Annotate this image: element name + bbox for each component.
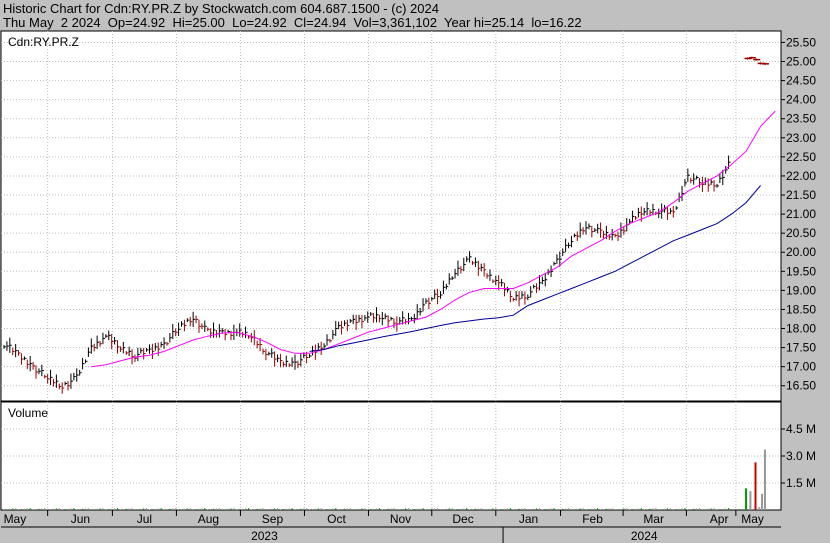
price-panel-title: Cdn:RY.PR.Z <box>8 35 79 49</box>
volume-bar <box>761 493 764 510</box>
volume-bar <box>749 491 752 510</box>
price-y-tick-label: 19.00 <box>786 283 816 297</box>
volume-y-axis: 1.5 M 3.0 M 4.5 M <box>781 422 816 490</box>
price-y-tick-label: 24.50 <box>786 74 816 88</box>
moving-average-lines <box>91 110 776 368</box>
month-label: Sep <box>262 512 284 526</box>
price-y-tick-label: 19.50 <box>786 264 816 278</box>
month-label: Jan <box>519 512 538 526</box>
price-y-tick-label: 21.50 <box>786 188 816 202</box>
price-y-tick-label: 25.50 <box>786 35 816 49</box>
month-label: Oct <box>327 512 346 526</box>
volume-y-tick-label: 3.0 M <box>786 449 816 463</box>
month-label: Jul <box>137 512 152 526</box>
price-y-tick-label: 23.50 <box>786 112 816 126</box>
year-label: 2023 <box>251 529 278 543</box>
volume-y-tick-label: 4.5 M <box>786 422 816 436</box>
price-y-tick-label: 21.00 <box>786 207 816 221</box>
month-label: May <box>4 512 27 526</box>
volume-grid <box>1 402 781 510</box>
volume-bar <box>763 449 766 510</box>
short-moving-average-line <box>91 110 776 368</box>
month-label: Aug <box>198 512 219 526</box>
month-label: Feb <box>582 512 603 526</box>
price-y-tick-label: 18.50 <box>786 302 816 316</box>
volume-bar <box>758 507 761 510</box>
price-y-tick-label: 20.50 <box>786 226 816 240</box>
header-quote-line: Thu May 2 2024 Op=24.92 Hi=25.00 Lo=24.9… <box>3 15 582 30</box>
month-label: Jun <box>71 512 90 526</box>
price-y-tick-label: 25.00 <box>786 55 816 69</box>
price-y-tick-label: 22.50 <box>786 150 816 164</box>
price-y-tick-label: 18.00 <box>786 322 816 336</box>
month-label: Dec <box>452 512 473 526</box>
time-axis: May Jun Jul Aug Sep Oct Nov Dec Jan Feb Mar Apr May 2… <box>1 510 781 543</box>
price-y-tick-label: 24.00 <box>786 93 816 107</box>
month-label: Nov <box>390 512 411 526</box>
price-y-tick-label: 22.00 <box>786 169 816 183</box>
price-y-tick-label: 17.50 <box>786 341 816 355</box>
volume-bar <box>754 462 757 510</box>
price-grid <box>1 31 781 401</box>
price-y-tick-label: 23.00 <box>786 131 816 145</box>
price-y-tick-label: 16.50 <box>786 379 816 393</box>
price-y-axis: 16.50 17.00 17.50 18.00 18.50 19.00 19.50 20.00… <box>781 35 816 393</box>
month-label: Mar <box>643 512 664 526</box>
year-label: 2024 <box>631 529 658 543</box>
header-title: Historic Chart for Cdn:RY.PR.Z by Stockw… <box>3 1 439 16</box>
month-label: Apr <box>710 512 729 526</box>
price-y-tick-label: 17.00 <box>786 360 816 374</box>
price-y-tick-label: 20.00 <box>786 245 816 259</box>
price-panel <box>0 30 782 402</box>
volume-bars <box>3 449 766 510</box>
month-label: May <box>741 512 764 526</box>
volume-bar <box>745 488 748 510</box>
volume-panel-title: Volume <box>8 406 48 420</box>
long-moving-average-line <box>309 185 761 352</box>
volume-y-tick-label: 1.5 M <box>786 476 816 490</box>
